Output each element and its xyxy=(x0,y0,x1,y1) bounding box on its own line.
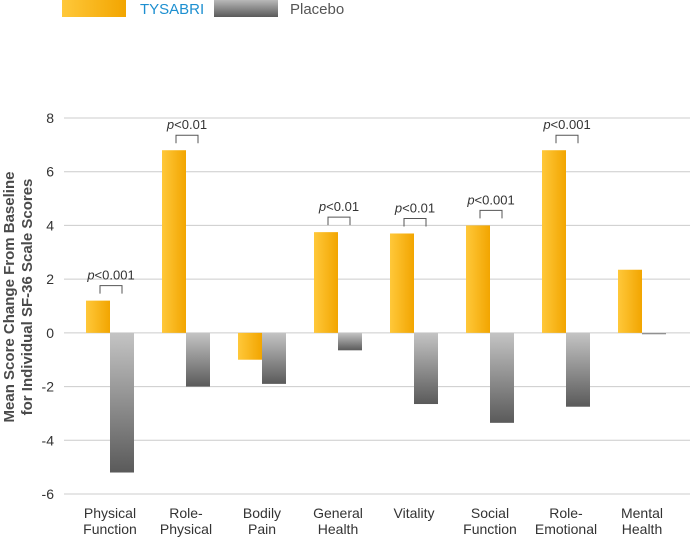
bar-tysabri xyxy=(238,332,262,360)
y-axis-label-line1: Mean Score Change From Baseline xyxy=(1,172,18,423)
category-label: Mental xyxy=(621,505,663,521)
y-axis-ticks: 8 6 4 2 0 -2 -4 -6 xyxy=(42,110,55,502)
y-tick-label: -2 xyxy=(42,379,55,395)
p-value-label: p<0.001 xyxy=(86,268,134,283)
bar-placebo xyxy=(490,332,514,423)
p-value-label: p<0.01 xyxy=(166,117,207,132)
significance-bracket xyxy=(403,217,427,227)
y-tick-label: 0 xyxy=(46,325,54,341)
bar-placebo xyxy=(186,332,210,387)
y-tick-label: 4 xyxy=(46,217,54,233)
category-label: Role- xyxy=(549,505,583,521)
y-tick-label: 6 xyxy=(46,164,54,180)
category-label: Function xyxy=(463,521,517,537)
significance-bracket xyxy=(175,134,199,144)
legend: TYSABRI Placebo xyxy=(62,0,344,18)
significance-bracket xyxy=(555,134,579,144)
bar-tysabri xyxy=(618,269,642,333)
category-label: General xyxy=(313,505,363,521)
bar-tysabri xyxy=(162,150,186,333)
p-value-label: p<0.001 xyxy=(542,117,590,132)
significance-bracket xyxy=(327,216,351,226)
category-labels: PhysicalFunctionRole-PhysicalBodilyPainG… xyxy=(83,505,663,537)
bar-tysabri xyxy=(314,232,338,333)
legend-label-placebo: Placebo xyxy=(290,1,344,18)
y-tick-label: 2 xyxy=(46,271,54,287)
significance-bracket xyxy=(479,209,503,219)
category-label: Social xyxy=(471,505,509,521)
category-label: Vitality xyxy=(394,505,435,521)
y-tick-label: -6 xyxy=(42,486,55,502)
bar-tysabri xyxy=(466,225,490,333)
category-label: Bodily xyxy=(243,505,281,521)
p-value-label: p<0.01 xyxy=(394,200,435,215)
category-label: Role- xyxy=(169,505,203,521)
bar-placebo xyxy=(338,332,362,351)
y-tick-label: 8 xyxy=(46,110,54,126)
y-axis-label-line2: for Individual SF-36 Scale Scores xyxy=(19,179,36,416)
legend-swatch-tysabri xyxy=(62,0,126,17)
category-label: Emotional xyxy=(535,521,597,537)
p-value-label: p<0.01 xyxy=(318,199,359,214)
legend-label-tysabri: TYSABRI xyxy=(140,1,204,18)
bar-tysabri xyxy=(86,300,110,333)
category-label: Physical xyxy=(84,505,136,521)
significance-annotations: p<0.001 p<0.01 p<0.01 p<0.01 p<0.001 p<0.001 xyxy=(86,117,591,294)
y-tick-label: -4 xyxy=(42,432,55,448)
category-label: Physical xyxy=(160,521,212,537)
bar-tysabri xyxy=(542,150,566,333)
category-label: Health xyxy=(622,521,662,537)
legend-swatch-placebo xyxy=(214,0,278,17)
bar-placebo xyxy=(262,332,286,384)
bar-placebo xyxy=(110,332,134,473)
category-label: Health xyxy=(318,521,358,537)
bar-placebo xyxy=(414,332,438,405)
bar-tysabri xyxy=(390,233,414,333)
significance-bracket xyxy=(99,285,123,294)
bar-placebo xyxy=(642,332,666,335)
p-value-label: p<0.001 xyxy=(466,192,514,207)
bar-placebo xyxy=(566,332,590,407)
gridlines xyxy=(64,117,690,495)
category-label: Function xyxy=(83,521,137,537)
category-label: Pain xyxy=(248,521,276,537)
bars xyxy=(86,150,666,473)
